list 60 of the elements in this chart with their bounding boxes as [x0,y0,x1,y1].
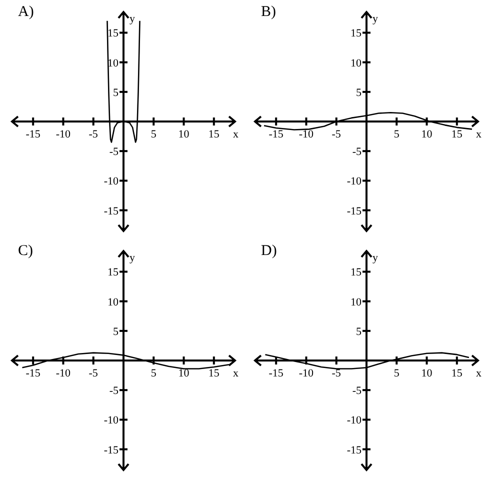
y-tick-label: 15 [108,28,119,40]
y-tick-label: 10 [108,296,119,308]
y-tick-label: -5 [109,385,119,398]
y-tick-label: 5 [113,326,119,338]
x-axis-title: x [233,368,239,380]
x-tick-label: -10 [298,128,314,140]
y-tick-label: -5 [352,146,362,158]
y-tick-label: 10 [108,57,119,70]
y-tick-label: -5 [109,146,119,158]
x-tick-label: -5 [332,368,342,380]
x-tick-label: 5 [150,368,157,380]
y-tick-label: -15 [104,444,119,456]
y-tick-label: -10 [104,176,119,188]
x-tick-label: -10 [56,128,72,140]
y-tick-label: 15 [350,28,362,40]
x-axis-title: x [476,128,482,140]
y-axis-title: y [372,13,378,25]
chart-title: A) [18,4,34,21]
x-tick-label: -5 [332,128,342,140]
x-tick-label: 5 [150,128,157,140]
y-tick-label: -15 [346,444,362,456]
x-tick-label: -10 [56,368,72,380]
y-tick-label: 5 [356,326,362,338]
x-axis-title: x [233,128,239,140]
y-tick-label: 5 [356,86,362,99]
x-tick-label: 10 [178,368,190,380]
y-tick-label: 15 [350,266,362,279]
x-tick-label: -15 [268,128,284,140]
y-axis-title: y [372,252,378,264]
x-tick-label: 5 [394,128,400,140]
x-tick-label: -15 [268,368,284,380]
x-tick-label: -15 [26,368,41,380]
x-tick-label: 5 [394,368,400,380]
y-tick-label: -10 [104,414,119,427]
y-tick-label: 15 [108,266,119,279]
x-tick-label: 15 [208,368,220,380]
y-tick-label: -15 [346,205,362,218]
x-tick-label: 10 [421,128,433,140]
x-tick-label: -5 [88,368,98,380]
chart-title: C) [18,243,33,260]
x-tick-label: 15 [451,368,463,380]
y-axis-title: y [130,13,136,25]
x-axis-title: x [476,368,482,380]
x-tick-label: -5 [88,128,98,140]
y-tick-label: 10 [350,296,362,308]
y-tick-label: -15 [104,205,119,218]
x-tick-label: 10 [178,128,190,140]
y-tick-label: 10 [350,57,362,70]
x-tick-label: 15 [451,128,463,140]
y-tick-label: 5 [113,86,119,99]
chart-title: B) [261,4,276,21]
y-tick-label: -5 [352,385,362,398]
y-axis-title: y [130,252,136,264]
y-tick-label: -10 [346,176,362,188]
x-tick-label: 15 [208,128,220,140]
x-tick-label: 10 [421,368,433,380]
x-tick-label: -10 [298,368,314,380]
y-tick-label: -10 [346,414,362,427]
x-tick-label: -15 [26,128,41,140]
chart-title: D) [261,243,277,260]
